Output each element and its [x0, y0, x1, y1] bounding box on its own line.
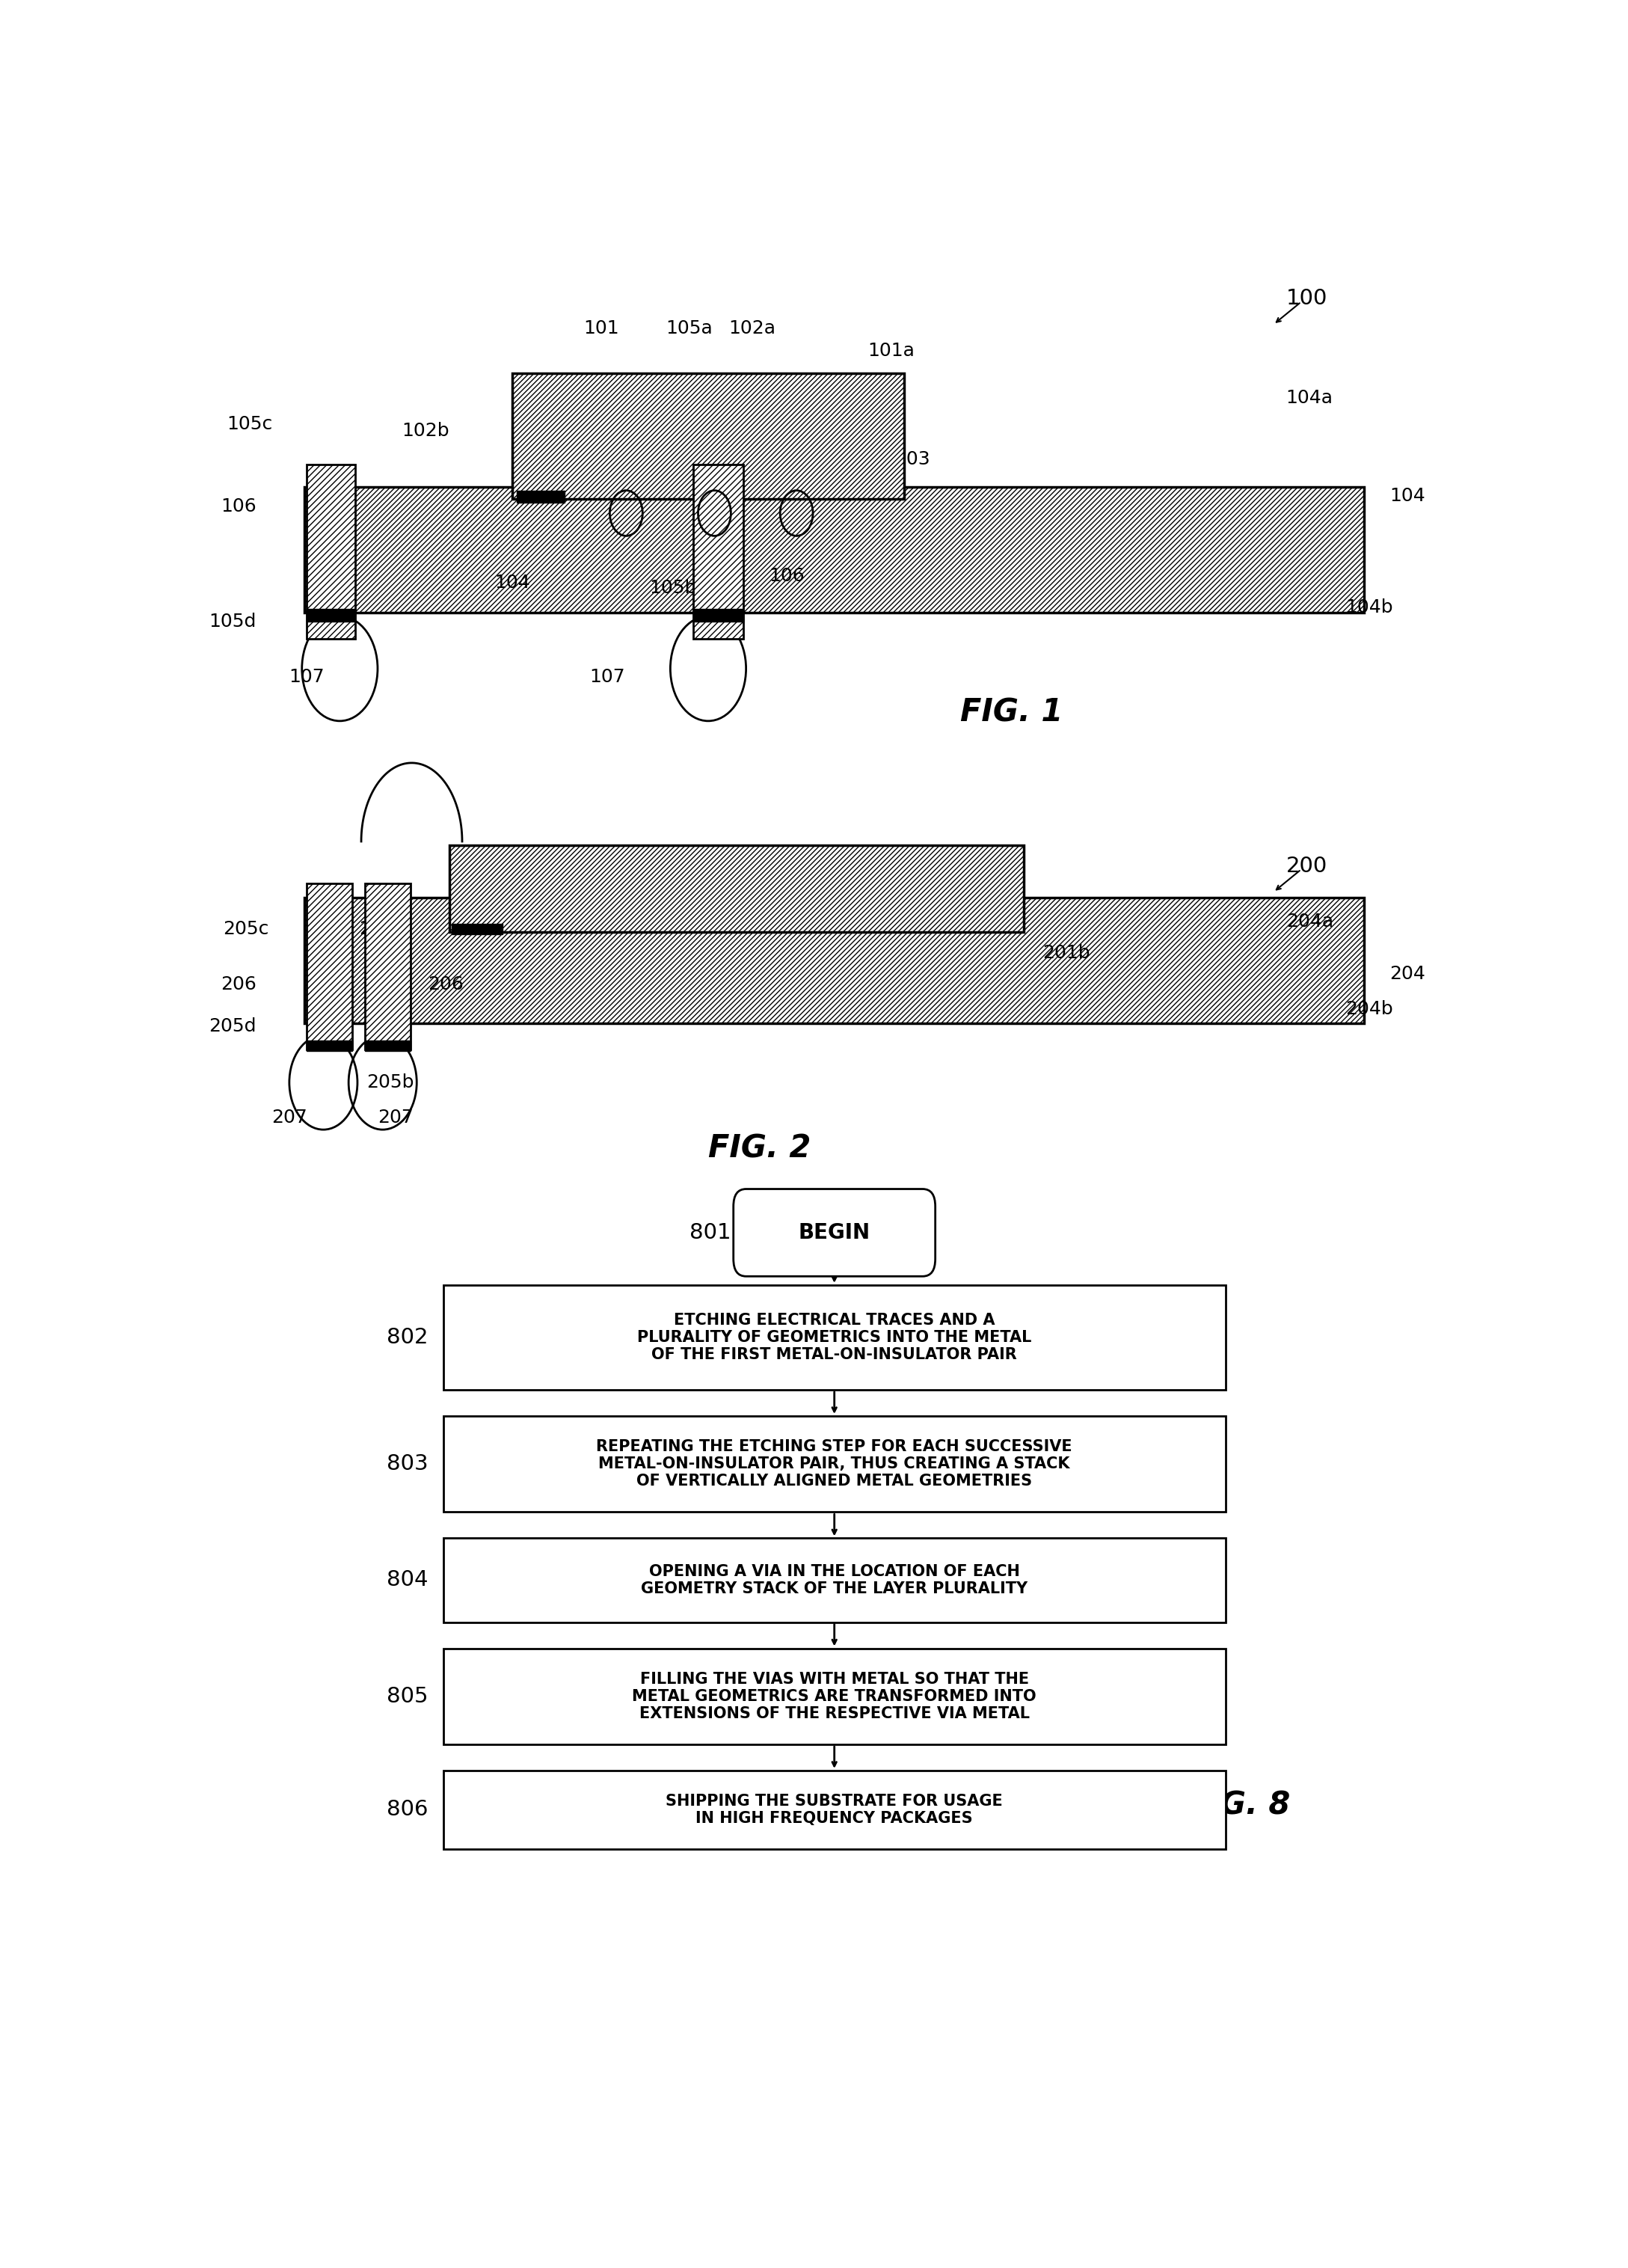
Bar: [304, 488, 1364, 612]
Text: FILLING THE VIAS WITH METAL SO THAT THE
METAL GEOMETRICS ARE TRANSFORMED INTO
EX: FILLING THE VIAS WITH METAL SO THAT THE …: [632, 1672, 1037, 1721]
Bar: [513, 374, 904, 499]
Text: 102a: 102a: [729, 320, 777, 338]
Bar: [365, 882, 410, 1050]
Text: 106: 106: [221, 497, 257, 515]
Text: 201: 201: [891, 891, 926, 909]
Text: 205b: 205b: [366, 1073, 414, 1091]
Text: 206: 206: [221, 975, 257, 993]
Text: 204b: 204b: [1345, 1000, 1394, 1018]
Bar: [443, 1771, 1226, 1848]
Text: 201a: 201a: [796, 891, 843, 909]
Text: ETCHING ELECTRICAL TRACES AND A
PLURALITY OF GEOMETRICS INTO THE METAL
OF THE FI: ETCHING ELECTRICAL TRACES AND A PLURALIT…: [637, 1313, 1032, 1363]
Text: 104: 104: [495, 574, 531, 592]
Text: 104b: 104b: [1345, 599, 1394, 617]
Text: BEGIN: BEGIN: [798, 1222, 871, 1243]
Text: 107: 107: [290, 669, 324, 687]
Bar: [308, 1041, 352, 1050]
Bar: [516, 490, 565, 503]
Text: 103: 103: [895, 449, 931, 467]
Bar: [443, 1286, 1226, 1390]
Text: 103: 103: [741, 440, 777, 458]
Text: 105d: 105d: [208, 612, 257, 631]
Bar: [443, 1538, 1226, 1622]
Bar: [308, 610, 355, 621]
Text: 203: 203: [516, 891, 552, 909]
Text: 102b: 102b: [402, 422, 449, 440]
Text: 202a: 202a: [645, 891, 692, 909]
Text: 100: 100: [1286, 288, 1327, 308]
Text: 106: 106: [768, 567, 804, 585]
Text: 101: 101: [583, 320, 619, 338]
Bar: [308, 882, 352, 1050]
Text: 206: 206: [428, 975, 464, 993]
Text: 105c: 105c: [226, 415, 274, 433]
Text: SHIPPING THE SUBSTRATE FOR USAGE
IN HIGH FREQUENCY PACKAGES: SHIPPING THE SUBSTRATE FOR USAGE IN HIGH…: [666, 1794, 1003, 1826]
Text: 104a: 104a: [1286, 388, 1333, 406]
Text: 201b: 201b: [1042, 943, 1091, 962]
Text: FIG. 8: FIG. 8: [1188, 1789, 1291, 1821]
Bar: [453, 923, 503, 934]
Text: 205d: 205d: [208, 1018, 257, 1036]
Text: 207: 207: [378, 1109, 414, 1127]
Text: 805: 805: [386, 1685, 428, 1708]
Text: 105a: 105a: [666, 320, 713, 338]
Text: OPENING A VIA IN THE LOCATION OF EACH
GEOMETRY STACK OF THE LAYER PLURALITY: OPENING A VIA IN THE LOCATION OF EACH GE…: [641, 1565, 1027, 1597]
Text: 204: 204: [1389, 966, 1424, 982]
Text: 104: 104: [1389, 488, 1424, 506]
Text: REPEATING THE ETCHING STEP FOR EACH SUCCESSIVE
METAL-ON-INSULATOR PAIR, THUS CRE: REPEATING THE ETCHING STEP FOR EACH SUCC…: [596, 1440, 1073, 1488]
Text: FIG. 1: FIG. 1: [961, 696, 1063, 728]
Text: 801: 801: [689, 1222, 731, 1243]
Text: 204a: 204a: [1286, 912, 1333, 930]
Text: 803: 803: [386, 1454, 428, 1474]
Bar: [304, 898, 1364, 1023]
Text: 200: 200: [1286, 855, 1327, 875]
Text: 802: 802: [386, 1327, 428, 1347]
Bar: [443, 1649, 1226, 1744]
Text: FIG. 2: FIG. 2: [708, 1134, 811, 1163]
Text: 806: 806: [386, 1799, 428, 1821]
Text: 207: 207: [272, 1109, 308, 1127]
Bar: [365, 1041, 410, 1050]
Bar: [308, 465, 355, 640]
FancyBboxPatch shape: [733, 1188, 934, 1277]
Text: 205c: 205c: [223, 921, 269, 937]
Text: 804: 804: [386, 1569, 428, 1590]
Bar: [694, 610, 744, 621]
Text: 101a: 101a: [868, 342, 915, 361]
Bar: [694, 465, 744, 640]
Bar: [443, 1415, 1226, 1513]
Text: 205a: 205a: [360, 921, 405, 937]
Text: 107: 107: [589, 669, 625, 687]
Text: 105b: 105b: [650, 578, 697, 596]
Bar: [449, 846, 1024, 932]
